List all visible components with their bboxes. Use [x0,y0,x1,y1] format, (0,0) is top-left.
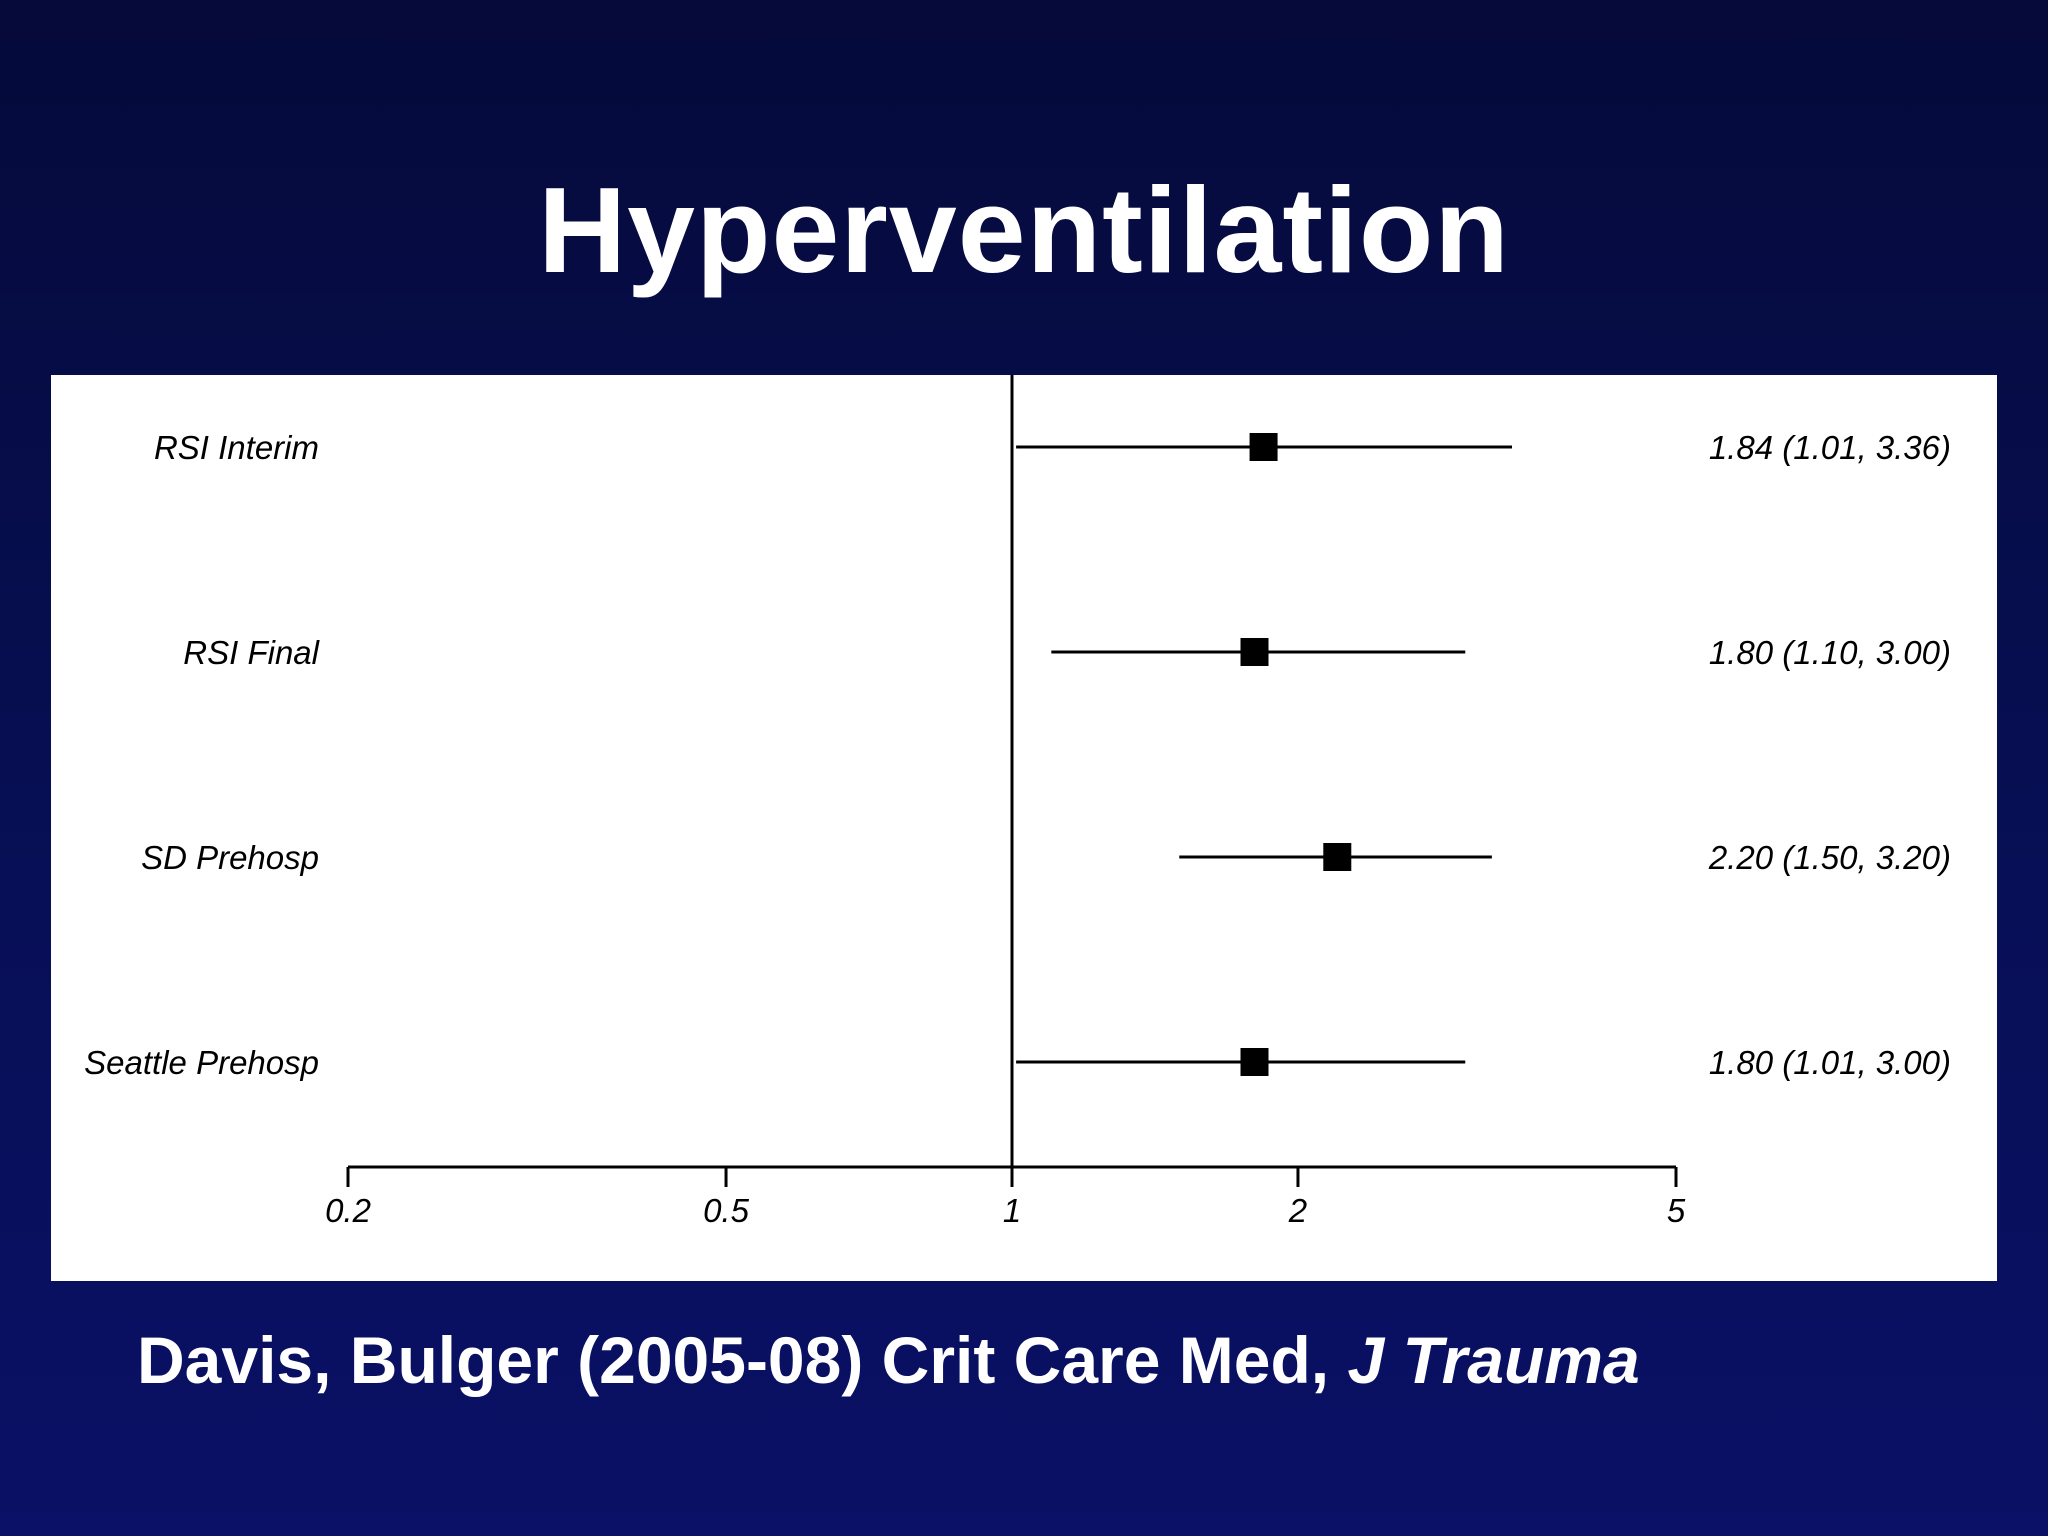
x-tick-label: 0.2 [325,1192,371,1229]
estimate-marker [1240,1048,1269,1076]
x-tick-label: 1 [1003,1192,1021,1229]
citation-journal: J Trauma [1347,1323,1640,1397]
forest-plot-panel: 0.2 0.5 1 2 5 RSI Interim 1.84 (1.01, 3.36) RSI… [51,375,1997,1281]
citation-main: Davis, Bulger (2005-08) Crit Care Med, [137,1323,1348,1397]
x-tick-label: 0.5 [703,1192,750,1229]
study-label: SD Prehosp [141,839,319,876]
study-label: Seattle Prehosp [84,1044,319,1081]
result-text: 2.20 (1.50, 3.20) [1708,839,1951,876]
result-text: 1.80 (1.10, 3.00) [1709,634,1951,671]
forest-plot: 0.2 0.5 1 2 5 RSI Interim 1.84 (1.01, 3.36) RSI… [84,375,1951,1229]
x-tick-label: 5 [1667,1192,1686,1229]
estimate-marker [1323,843,1352,871]
result-text: 1.80 (1.01, 3.00) [1709,1044,1951,1081]
x-tick-label: 2 [1288,1192,1307,1229]
result-text: 1.84 (1.01, 3.36) [1709,429,1951,466]
study-label: RSI Final [183,634,320,671]
estimate-marker [1240,638,1269,666]
citation: Davis, Bulger (2005-08) Crit Care Med, J… [137,1320,1640,1400]
study-label: RSI Interim [154,429,319,466]
slide-title: Hyperventilation [538,162,1510,298]
estimate-marker [1249,433,1278,461]
